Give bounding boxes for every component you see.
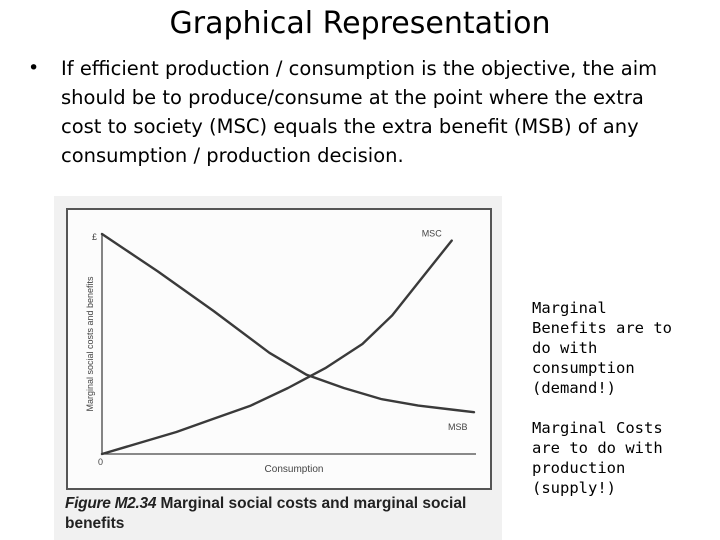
series-label-msc: MSC [422,229,443,239]
bullet-dot-icon: • [28,57,40,79]
origin-label: 0 [98,457,103,467]
figure-caption: Figure M2.34 Marginal social costs and m… [65,494,505,534]
figure-label: Figure M2.34 [65,495,157,512]
chart-frame [66,208,492,490]
series-label-msb: MSB [448,422,468,432]
slide-title: Graphical Representation [169,6,551,41]
figure-caption-text: Marginal social costs and marginal socia… [65,495,467,532]
figure-image: £ 0 Marginal social costs and benefits C… [54,196,502,540]
bullet-text: If efficient production / consumption is… [61,57,658,167]
y-axis-label: Marginal social costs and benefits [85,276,95,412]
chart: £ 0 Marginal social costs and benefits C… [54,196,502,496]
series-layer: MSC MSB [100,229,476,456]
x-axis-label: Consumption [265,464,324,475]
note-marginal-benefits: Marginal Benefits are to do with consump… [532,299,672,397]
note-marginal-costs: Marginal Costs are to do with production… [532,419,663,497]
series-line-msb [100,232,476,414]
y-axis-top-label: £ [92,232,97,242]
series-line-msc [100,239,453,456]
